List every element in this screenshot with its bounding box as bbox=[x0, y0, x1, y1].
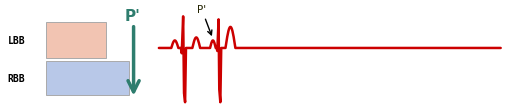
Text: P': P' bbox=[124, 9, 140, 24]
Text: RBB: RBB bbox=[8, 73, 25, 83]
Text: LBB: LBB bbox=[8, 35, 25, 45]
Bar bbox=[45, 22, 106, 58]
Text: P': P' bbox=[196, 5, 212, 36]
Bar bbox=[45, 62, 129, 95]
